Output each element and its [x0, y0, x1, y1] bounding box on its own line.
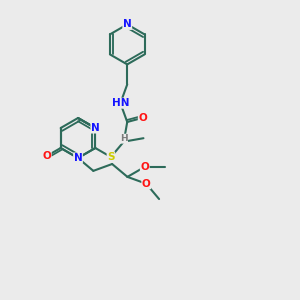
Text: O: O [140, 162, 149, 172]
Text: N: N [123, 20, 132, 29]
Text: N: N [91, 123, 100, 133]
Text: N: N [74, 153, 82, 163]
Text: S: S [107, 152, 115, 162]
Text: HN: HN [112, 98, 129, 108]
Text: O: O [42, 151, 51, 161]
Text: O: O [142, 179, 151, 189]
Text: O: O [138, 113, 147, 123]
Text: H: H [120, 134, 127, 143]
